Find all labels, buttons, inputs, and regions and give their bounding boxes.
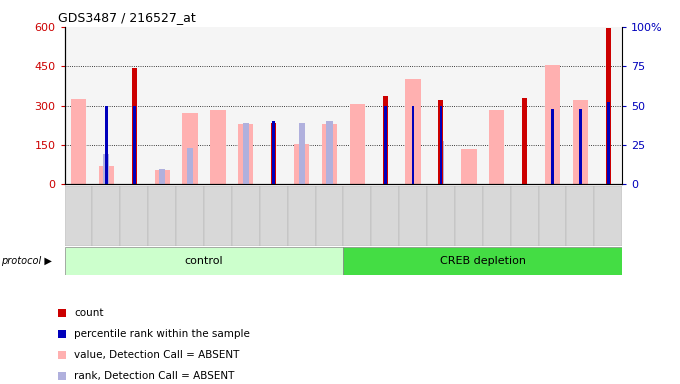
Bar [551, 109, 554, 184]
Bar [594, 186, 622, 246]
Bar [210, 109, 226, 184]
Bar [182, 114, 198, 184]
Text: CREB depletion: CREB depletion [440, 256, 526, 266]
Bar [65, 186, 92, 246]
Bar [322, 124, 337, 184]
Text: rank, Detection Call = ABSENT: rank, Detection Call = ABSENT [74, 371, 235, 381]
Bar [343, 247, 622, 275]
Bar [271, 122, 276, 184]
Bar [260, 186, 288, 246]
Bar [238, 124, 254, 184]
Bar [606, 28, 611, 184]
Bar [399, 186, 427, 246]
Bar [294, 144, 309, 184]
Text: control: control [185, 256, 223, 266]
Bar [545, 65, 560, 184]
Bar [579, 109, 582, 184]
Bar [384, 106, 387, 184]
Bar [427, 186, 455, 246]
Bar [65, 247, 343, 275]
Text: GDS3487 / 216527_at: GDS3487 / 216527_at [58, 12, 196, 25]
Text: percentile rank within the sample: percentile rank within the sample [74, 329, 250, 339]
Bar [103, 154, 109, 184]
Bar [148, 186, 176, 246]
Bar [438, 141, 444, 184]
Bar [154, 170, 170, 184]
Bar [461, 149, 477, 184]
Bar [71, 99, 86, 184]
Bar [316, 186, 343, 246]
Bar [232, 186, 260, 246]
Bar [187, 147, 193, 184]
Bar [483, 186, 511, 246]
Bar [383, 96, 388, 184]
Bar [371, 186, 399, 246]
Bar [511, 186, 539, 246]
Bar [411, 106, 415, 184]
Bar [272, 121, 275, 184]
Bar [176, 186, 204, 246]
Bar [133, 106, 136, 184]
Bar [120, 186, 148, 246]
Bar [539, 186, 566, 246]
Bar [132, 68, 137, 184]
Bar [573, 100, 588, 184]
Bar [489, 109, 505, 184]
Bar [566, 186, 594, 246]
Bar [343, 186, 371, 246]
Bar [522, 98, 527, 184]
Bar [439, 106, 443, 184]
Bar [607, 103, 610, 184]
Text: value, Detection Call = ABSENT: value, Detection Call = ABSENT [74, 350, 239, 360]
Bar [455, 186, 483, 246]
Bar [105, 106, 108, 184]
Bar [299, 122, 305, 184]
Bar [92, 186, 120, 246]
Text: count: count [74, 308, 103, 318]
Bar [439, 100, 443, 184]
Bar [405, 79, 421, 184]
Bar [204, 186, 232, 246]
Bar [159, 169, 165, 184]
Text: protocol ▶: protocol ▶ [1, 256, 52, 266]
Bar [99, 167, 114, 184]
Bar [243, 122, 249, 184]
Bar [326, 121, 333, 184]
Bar [350, 104, 365, 184]
Bar [288, 186, 316, 246]
